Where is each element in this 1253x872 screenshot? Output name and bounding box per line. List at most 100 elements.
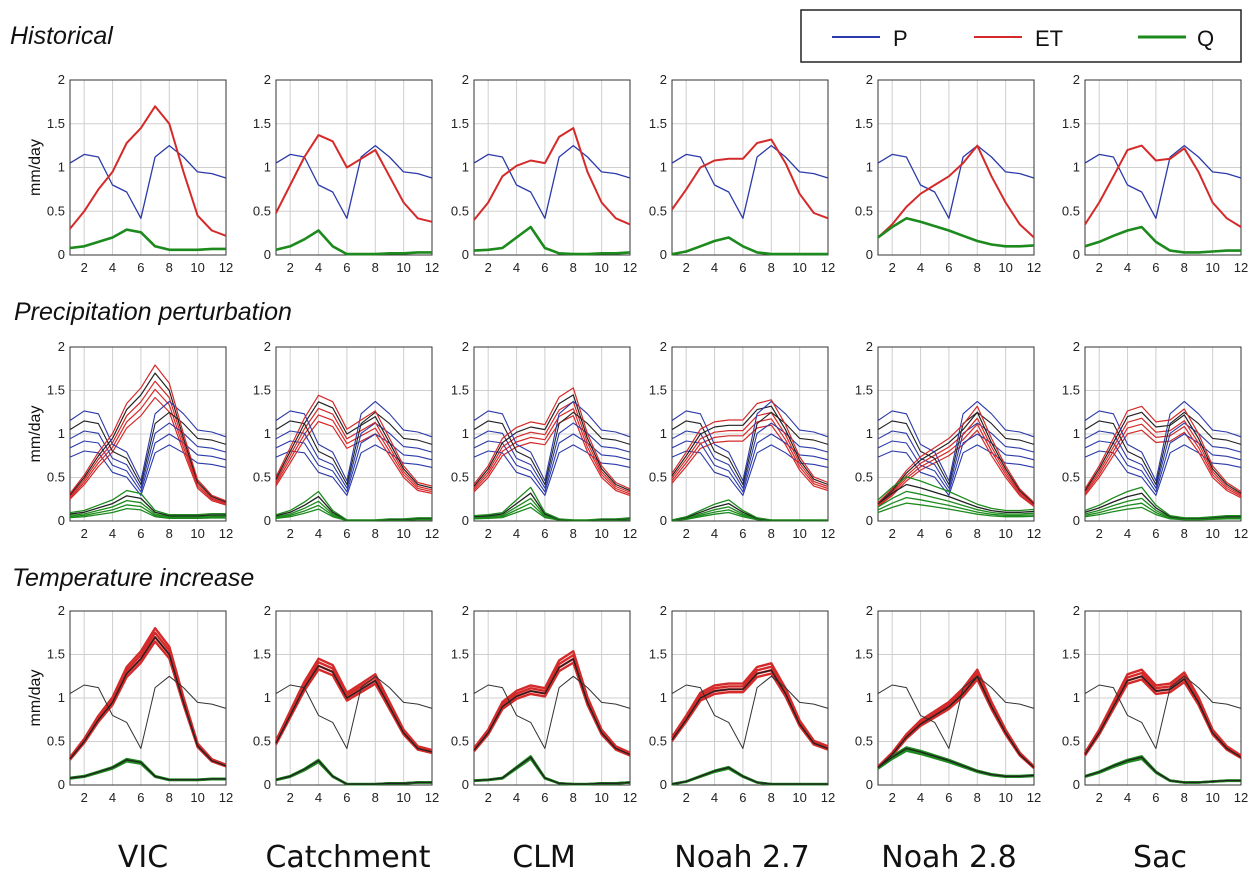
y-tick-label: 0 [1073, 513, 1080, 528]
x-tick-label: 6 [945, 526, 952, 541]
x-tick-label: 12 [821, 790, 835, 805]
series-line-p-ensemble [877, 433, 1035, 493]
legend-label-q: Q [1197, 26, 1214, 51]
series-line-et-baseline [877, 675, 1035, 769]
y-tick-label: 1.5 [451, 116, 469, 131]
y-tick-label: 1 [58, 160, 65, 175]
y-tick-label: 1.5 [451, 383, 469, 398]
series-line-p-ensemble [877, 411, 1035, 486]
axes-frame [1084, 79, 1242, 256]
y-tick-label: 2 [462, 72, 469, 87]
series-line-et-ensemble [1084, 429, 1242, 499]
axes-frame [473, 610, 631, 786]
x-tick-label: 6 [1152, 790, 1159, 805]
x-tick-label: 8 [768, 790, 775, 805]
series-line-et [69, 105, 227, 237]
y-tick-label: 0 [1073, 777, 1080, 792]
x-tick-label: 4 [711, 260, 718, 275]
model-name-noah28: Noah 2.8 [881, 840, 1016, 872]
series-line-p [671, 675, 829, 749]
panel-temp-sac: 0 0.5 1 1.5 2 2 4 6 8 10 12 [1062, 603, 1248, 805]
x-tick-label: 4 [315, 526, 322, 541]
x-tick-label: 4 [109, 260, 116, 275]
series-line-p-ensemble [69, 433, 227, 493]
series-line-p-ensemble [69, 422, 227, 489]
x-tick-label: 10 [792, 790, 806, 805]
y-tick-label: 2 [58, 339, 65, 354]
x-tick-label: 4 [711, 790, 718, 805]
x-tick-label: 2 [683, 526, 690, 541]
series-line-et-ensemble [1083, 668, 1242, 757]
x-tick-label: 8 [570, 790, 577, 805]
y-tick-label: 0 [462, 777, 469, 792]
series-line-p-ensemble [69, 444, 227, 496]
series-line-et-ensemble [473, 401, 631, 493]
x-tick-label: 12 [425, 260, 439, 275]
y-tick-label: 0 [58, 247, 65, 262]
y-tick-label: 1.5 [855, 116, 873, 131]
x-tick-label: 8 [570, 526, 577, 541]
panel-temp-vic: 0 0.5 1 1.5 2 2 4 6 8 10 12 mm/day [27, 603, 233, 805]
x-tick-label: 4 [315, 260, 322, 275]
y-tick-label: 0 [1073, 247, 1080, 262]
y-tick-label: 0 [264, 777, 271, 792]
x-tick-label: 6 [739, 260, 746, 275]
series-line-p-ensemble [671, 400, 829, 482]
series-line-q-baseline [69, 759, 226, 781]
x-tick-label: 12 [623, 260, 637, 275]
y-tick-label: 1 [660, 426, 667, 441]
x-tick-label: 2 [1096, 260, 1103, 275]
x-tick-label: 10 [594, 790, 608, 805]
x-tick-label: 6 [739, 790, 746, 805]
legend: P ET Q [800, 9, 1242, 63]
y-tick-label: 1.5 [1062, 383, 1080, 398]
x-tick-label: 6 [343, 260, 350, 275]
series-line-q-baseline [877, 747, 1035, 777]
y-tick-label: 0 [462, 247, 469, 262]
y-tick-label: 1 [660, 160, 667, 175]
y-tick-label: 0.5 [1062, 470, 1080, 485]
y-tick-label: 0.5 [451, 470, 469, 485]
series-line-p-ensemble [671, 411, 829, 486]
series-line-q [473, 225, 631, 256]
y-tick-label: 2 [660, 339, 667, 354]
series-line-q-baseline [1084, 756, 1241, 784]
panel-temp-noah-2-8: 0 0.5 1 1.5 2 2 4 6 8 10 12 [855, 603, 1041, 805]
series-line-et-ensemble [877, 405, 1035, 504]
series-line-q-ensemble [1084, 492, 1241, 520]
y-tick-label: 0.5 [1062, 203, 1080, 218]
panel-temp-clm: 0 0.5 1 1.5 2 2 4 6 8 10 12 [451, 603, 637, 805]
model-name-sac: Sac [1133, 840, 1187, 872]
y-tick-label: 0.5 [47, 734, 65, 749]
y-tick-label: 0 [660, 513, 667, 528]
legend-label-p: P [893, 26, 908, 51]
series-line-q-ensemble [69, 495, 226, 517]
panel-hist-catchment: 0 0.5 1 1.5 2 2 4 6 8 10 12 [253, 72, 439, 275]
y-axis-label: mm/day [27, 139, 44, 196]
series-line-et-ensemble [671, 411, 829, 488]
series-line-q-ensemble [69, 489, 226, 516]
y-tick-label: 2 [660, 603, 667, 618]
x-tick-label: 2 [889, 526, 896, 541]
y-tick-label: 1.5 [855, 647, 873, 662]
x-tick-label: 10 [998, 526, 1012, 541]
x-tick-label: 4 [917, 790, 924, 805]
x-tick-label: 2 [683, 260, 690, 275]
x-tick-label: 4 [1124, 526, 1131, 541]
y-tick-label: 0.5 [451, 734, 469, 749]
x-tick-label: 12 [821, 260, 835, 275]
panel-precip-catchment: 0 0.5 1 1.5 2 2 4 6 8 10 12 [253, 339, 439, 541]
x-tick-label: 6 [137, 260, 144, 275]
x-tick-label: 12 [219, 260, 233, 275]
series-line-q-ensemble [275, 760, 432, 786]
y-tick-label: 1 [660, 690, 667, 705]
x-tick-label: 12 [425, 526, 439, 541]
y-tick-label: 0.5 [47, 203, 65, 218]
x-tick-label: 8 [166, 790, 173, 805]
panel-temp-noah-2-7: 0 0.5 1 1.5 2 2 4 6 8 10 12 [649, 603, 835, 805]
series-line-p [473, 675, 631, 749]
panel-precip-vic: 0 0.5 1 1.5 2 2 4 6 8 10 12 mm/day [27, 339, 233, 541]
x-tick-label: 12 [219, 790, 233, 805]
axes-frame [473, 79, 631, 256]
